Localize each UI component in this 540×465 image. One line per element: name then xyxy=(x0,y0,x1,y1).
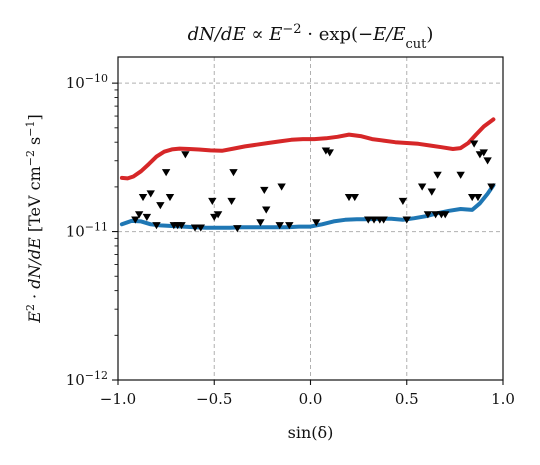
upper-limit-marker xyxy=(469,140,479,148)
y-tick-label: 10−12 xyxy=(66,369,108,390)
upper-limit-marker xyxy=(398,197,408,206)
upper-limit-marker xyxy=(190,224,200,232)
upper-limit-marker xyxy=(312,219,321,227)
x-tick-label: 0.5 xyxy=(395,390,419,408)
x-tick-label: 1.0 xyxy=(491,390,515,408)
upper-limit-marker xyxy=(177,222,186,230)
upper-limit-marker xyxy=(275,222,284,230)
x-tick-label: −1.0 xyxy=(100,390,136,408)
upper-limit-marker xyxy=(402,216,411,224)
upper-limit-marker xyxy=(321,147,331,155)
upper-limit-marker xyxy=(181,151,190,159)
upper-limit-marker xyxy=(131,216,140,224)
upper-limit-marker xyxy=(260,186,269,194)
upper-limit-marker xyxy=(165,194,175,202)
upper-limit-marker xyxy=(256,219,265,227)
upper-limit-marker xyxy=(285,222,294,230)
upper-limit-marker xyxy=(277,183,286,191)
upper-limit-marker xyxy=(229,169,238,177)
upper-limit-marker xyxy=(262,206,271,214)
upper-limit-marker xyxy=(213,211,223,219)
upper-limit-marker xyxy=(142,213,152,221)
upper-limit-marker xyxy=(473,194,483,202)
upper-limit-marker xyxy=(134,211,144,219)
upper-limit-marker xyxy=(483,157,492,165)
series-line-2 xyxy=(119,117,496,181)
upper-limit-marker xyxy=(196,224,205,232)
y-tick-label: 10−11 xyxy=(66,220,108,241)
upper-limit-marker xyxy=(433,171,442,179)
upper-limit-marker xyxy=(427,188,436,196)
upper-limit-marker xyxy=(487,183,496,191)
upper-limit-marker xyxy=(146,190,155,198)
upper-limit-marker xyxy=(156,202,165,210)
x-tick-label: −0.5 xyxy=(196,390,232,408)
upper-limit-marker xyxy=(138,194,148,202)
upper-limit-marker xyxy=(227,197,236,206)
upper-limit-marker xyxy=(431,211,440,219)
axis-ticks: −1.0 −0.5 0.0 0.5 1.0 10−12 10−11 10−10 xyxy=(66,72,515,408)
upper-limit-marker xyxy=(233,225,242,233)
upper-limit-marker xyxy=(369,216,379,224)
upper-limit-marker xyxy=(441,211,450,219)
upper-limit-marker xyxy=(325,149,334,157)
upper-limit-marker xyxy=(210,213,219,221)
x-tick-label: 0.0 xyxy=(299,390,323,408)
x-axis-label: sin(δ) xyxy=(288,423,334,442)
upper-limit-marker xyxy=(456,171,465,179)
upper-limit-marker xyxy=(379,216,388,224)
upper-limit-marker xyxy=(350,194,359,202)
upper-limit-marker xyxy=(364,216,373,224)
y-axis-label: E2 · dN/dE [TeV cm−2 s−1] xyxy=(24,114,45,323)
chart-title: dN/dE ∝ E−2 · exp(−E/Ecut) xyxy=(188,22,434,52)
upper-limit-marker xyxy=(152,222,161,230)
upper-limit-marker xyxy=(344,194,354,202)
upper-limit-marker xyxy=(417,183,427,191)
upper-limit-marker xyxy=(479,149,488,157)
y-tick-label: 10−10 xyxy=(66,72,108,93)
upper-limit-markers xyxy=(131,140,496,233)
upper-limit-marker xyxy=(161,169,171,177)
upper-limit-marker xyxy=(423,211,433,219)
upper-limit-marker xyxy=(208,197,217,206)
upper-limit-marker xyxy=(468,194,477,202)
